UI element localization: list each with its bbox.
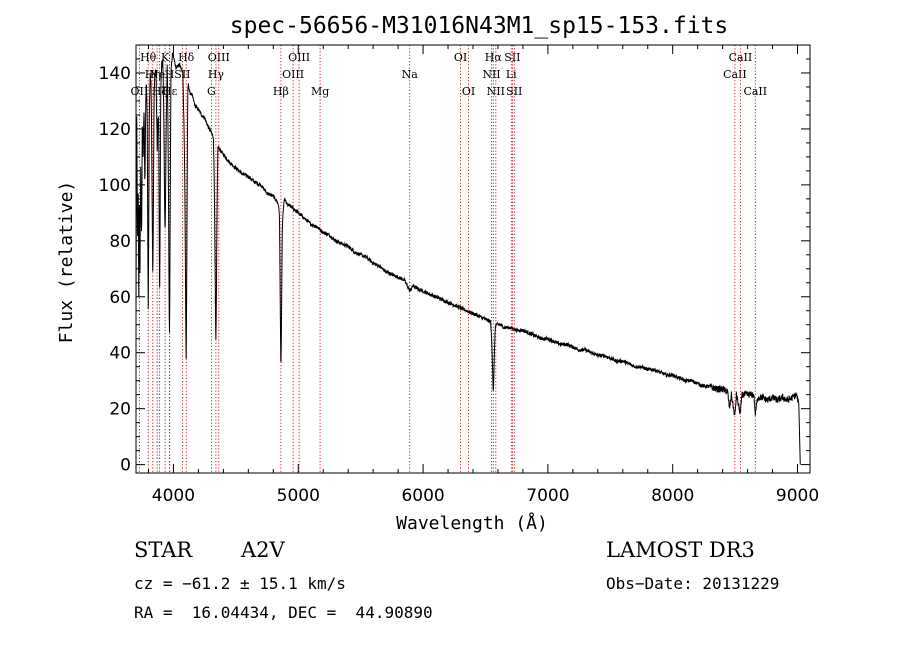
line-label: OI bbox=[462, 85, 475, 98]
line-label: Li bbox=[506, 68, 517, 81]
line-label: SII bbox=[506, 85, 522, 98]
x-tick-label: 4000 bbox=[152, 486, 195, 506]
line-label: OIII bbox=[288, 51, 310, 64]
line-label: OIII bbox=[208, 51, 230, 64]
x-tick-label: 6000 bbox=[401, 486, 444, 506]
plot-frame bbox=[135, 44, 811, 474]
tick-layer: 4000 5000 6000 7000 8000 9000 0 20 40 60 80 100 120 1… bbox=[99, 45, 819, 506]
y-tick-label: 120 bbox=[99, 120, 131, 140]
line-label: Hβ bbox=[273, 85, 289, 98]
y-tick-label: 140 bbox=[99, 64, 131, 84]
x-tick-label: 9000 bbox=[776, 486, 819, 506]
y-tick-label: 20 bbox=[109, 400, 131, 420]
y-tick-label: 80 bbox=[109, 232, 131, 252]
line-label: Hγ bbox=[208, 68, 225, 81]
coordinates: RA = 16.04434, DEC = 44.90890 bbox=[134, 603, 433, 622]
observation-date: Obs−Date: 20131229 bbox=[606, 574, 780, 593]
object-class: STAR bbox=[134, 538, 193, 562]
object-subclass: A2V bbox=[241, 538, 285, 562]
line-label: NII bbox=[487, 85, 505, 98]
line-label: OIII bbox=[282, 68, 304, 81]
redshift-readout: cz = −61.2 ± 15.1 km/s bbox=[134, 574, 346, 593]
line-label: K bbox=[161, 51, 170, 64]
line-label: Hε bbox=[162, 85, 178, 98]
chart-title: spec-56656-M31016N43M1_sp15-153.fits bbox=[230, 13, 729, 39]
x-tick-label: 7000 bbox=[526, 486, 569, 506]
line-label: CaII bbox=[729, 51, 753, 64]
survey-name: LAMOST DR3 bbox=[606, 538, 755, 562]
x-tick-label: 8000 bbox=[651, 486, 694, 506]
y-tick-label: 40 bbox=[109, 344, 131, 364]
y-tick-label: 100 bbox=[99, 176, 131, 196]
x-tick-label: 5000 bbox=[277, 486, 320, 506]
line-label: CaII bbox=[743, 85, 767, 98]
spectrum-line bbox=[135, 52, 801, 465]
y-tick-label: 60 bbox=[109, 288, 131, 308]
line-label: G bbox=[207, 85, 216, 98]
line-label: OI bbox=[454, 51, 467, 64]
line-label: CaII bbox=[723, 68, 747, 81]
x-axis-label: Wavelength (Å) bbox=[396, 512, 548, 534]
line-label: NII bbox=[482, 68, 500, 81]
line-label: Hθ bbox=[140, 51, 157, 64]
line-marker-layer: OIIHθHηNeHζKHHεHδSIIGHγOIIIHβOIIIOIIIMgN… bbox=[131, 45, 767, 473]
y-axis-label: Flux (relative) bbox=[56, 181, 77, 344]
line-label: OII bbox=[131, 85, 149, 98]
y-tick-label: 0 bbox=[120, 456, 131, 476]
line-label: Hδ bbox=[178, 51, 195, 64]
line-label: Na bbox=[402, 68, 419, 81]
line-label: Hα bbox=[485, 51, 503, 64]
line-label: Mg bbox=[311, 85, 329, 98]
spectrum-layer bbox=[135, 52, 801, 465]
line-label: SII bbox=[504, 51, 520, 64]
